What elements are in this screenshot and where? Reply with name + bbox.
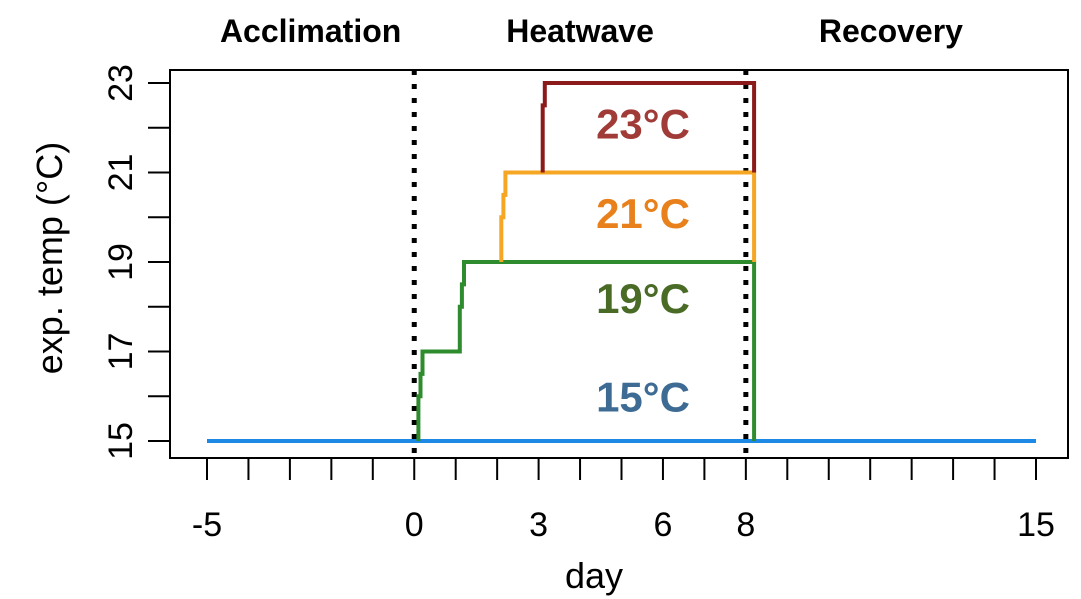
x-tick-label: -5 [192,506,222,544]
series-lines [207,81,1036,443]
series-line-19c [416,260,757,441]
y-tick-label: 15 [102,422,140,460]
x-tick-label: 8 [736,506,755,544]
phase-dividers [411,70,749,458]
y-tick-label: 19 [102,243,140,281]
series-line-23c [540,81,757,173]
series-labels: 15°C 19°C 21°C 23°C [596,100,690,420]
series-line-21c [499,170,757,262]
y-axis: 15 17 19 21 23 [102,64,170,460]
plot-box [169,69,1069,459]
phase-labels: Acclimation Heatwave Recovery [220,13,963,49]
x-tick-label: 15 [1017,506,1055,544]
phase-label-heatwave: Heatwave [506,13,654,49]
phase-label-recovery: Recovery [819,13,963,49]
phase-label-acclimation: Acclimation [220,13,401,49]
x-axis: -5 0 3 6 8 15 [192,458,1055,544]
series-label-15c: 15°C [596,373,690,420]
plot-frame [169,69,1069,459]
y-axis-title: exp. temp (°C) [29,142,70,374]
series-label-19c: 19°C [596,275,690,322]
x-tick-label: 3 [529,506,548,544]
y-tick-label: 17 [102,333,140,371]
series-label-23c: 23°C [596,100,690,147]
y-tick-label: 23 [102,64,140,102]
x-tick-label: 6 [653,506,672,544]
x-axis-title: day [565,555,623,596]
y-tick-label: 21 [102,154,140,192]
x-tick-label: 0 [405,506,424,544]
series-label-21c: 21°C [596,190,690,237]
